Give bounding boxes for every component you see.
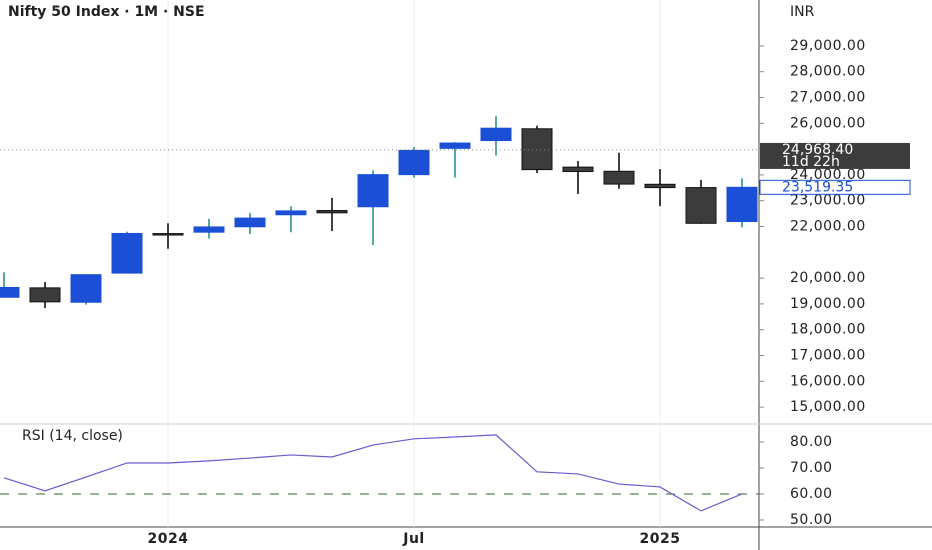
- y-tick-label: 28,000.00: [790, 64, 866, 80]
- rsi-line: [3, 434, 743, 512]
- y-tick-label: 16,000.00: [790, 373, 866, 389]
- candle-body: [275, 210, 307, 216]
- candle-body: [726, 186, 758, 223]
- x-tick-label: 2025: [640, 531, 681, 547]
- y-tick-label: 18,000.00: [790, 322, 866, 338]
- x-tick-label: Jul: [402, 531, 424, 547]
- chart-title: Nifty 50 Index · 1M · NSE: [8, 4, 205, 20]
- candle-body: [316, 210, 348, 214]
- price-box: [760, 142, 910, 169]
- y-tick-label: 24,000.00: [790, 167, 866, 183]
- currency-label: INR: [790, 4, 815, 20]
- candle-body: [562, 166, 594, 173]
- x-tick-label: 2024: [148, 531, 189, 547]
- price-label: 23,519.35: [782, 179, 853, 195]
- candle-body: [398, 149, 430, 176]
- candle-body: [685, 187, 717, 224]
- candle-body: [603, 170, 635, 185]
- price-box: [759, 179, 911, 195]
- candle-body: [193, 226, 225, 233]
- y-tick-label: 23,000.00: [790, 193, 866, 209]
- candle-body: [29, 287, 61, 303]
- y-tick-label: 60.00: [790, 486, 833, 502]
- candle-body: [644, 183, 676, 189]
- y-tick-label: 29,000.00: [790, 38, 866, 54]
- candle-body: [521, 128, 553, 171]
- countdown-label: 11d 22h: [782, 154, 840, 170]
- candle-body: [70, 274, 102, 303]
- candle-body: [152, 233, 184, 236]
- price-label: 24,968.40: [782, 142, 853, 158]
- y-tick-label: 50.00: [790, 512, 833, 528]
- y-tick-label: 22,000.00: [790, 219, 866, 235]
- candle-body: [439, 142, 471, 149]
- candle-body: [111, 232, 143, 274]
- rsi-title: RSI (14, close): [22, 428, 123, 444]
- candle-body: [480, 127, 512, 142]
- candle-body: [234, 217, 266, 228]
- y-tick-label: 26,000.00: [790, 115, 866, 131]
- y-tick-label: 80.00: [790, 434, 833, 450]
- y-tick-label: 17,000.00: [790, 348, 866, 364]
- y-tick-label: 20,000.00: [790, 270, 866, 286]
- y-tick-label: 15,000.00: [790, 399, 866, 415]
- candle-body: [0, 286, 20, 298]
- candle-body: [357, 174, 389, 208]
- y-tick-label: 27,000.00: [790, 90, 866, 106]
- y-tick-label: 19,000.00: [790, 296, 866, 312]
- y-tick-label: 70.00: [790, 460, 833, 476]
